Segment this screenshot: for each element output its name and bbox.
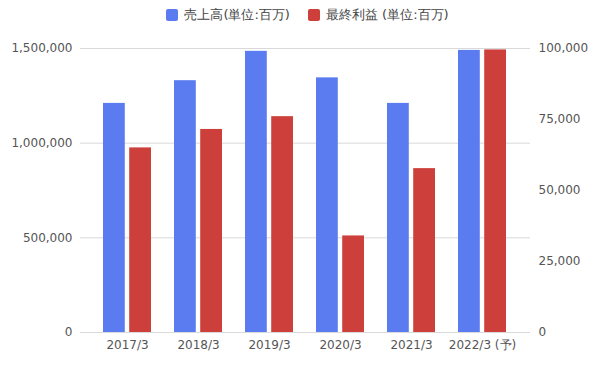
svg-text:2019/3: 2019/3 [248,338,290,352]
svg-text:2020/3: 2020/3 [319,338,361,352]
svg-text:0: 0 [65,325,73,339]
svg-text:0: 0 [539,325,547,339]
svg-text:25,000: 25,000 [539,254,581,268]
svg-text:1,000,000: 1,000,000 [11,136,72,150]
svg-text:2017/3: 2017/3 [106,338,148,352]
html-text:最終利益 (単位:百万): 最終利益 (単位:百万) [325,7,449,22]
svg-text:2018/3: 2018/3 [177,338,219,352]
svg-text:1,500,000: 1,500,000 [11,41,72,55]
svg-text:2022/3 (予): 2022/3 (予) [449,338,516,352]
svg-text:50,000: 50,000 [539,183,581,197]
svg-text:2021/3: 2021/3 [390,338,432,352]
svg-text:100,000: 100,000 [539,41,589,55]
svg-text:500,000: 500,000 [23,231,73,245]
svg-text:75,000: 75,000 [539,112,581,126]
html-text:売上高(単位:百万): 売上高(単位:百万) [184,7,290,22]
